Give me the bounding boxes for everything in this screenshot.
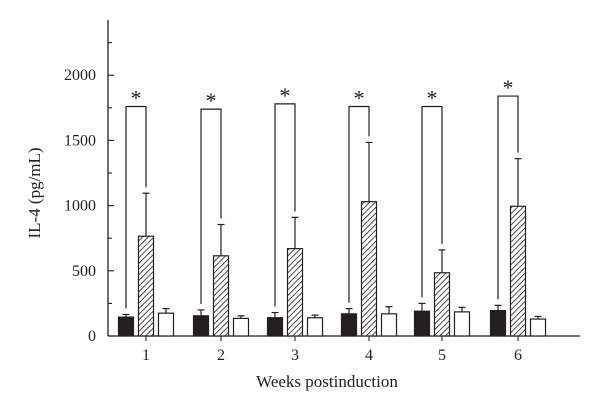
x-axis-title: Weeks postinduction bbox=[256, 372, 398, 391]
bar bbox=[192, 315, 210, 337]
bar bbox=[380, 313, 398, 337]
axes bbox=[107, 20, 580, 341]
bar bbox=[529, 318, 547, 337]
significance-star: * bbox=[280, 83, 291, 108]
x-tick-label: 5 bbox=[438, 347, 446, 364]
bar bbox=[453, 311, 471, 337]
bar bbox=[509, 205, 527, 337]
bars-layer bbox=[117, 141, 547, 337]
bar bbox=[232, 317, 250, 337]
bar bbox=[360, 201, 378, 337]
bar bbox=[433, 272, 451, 337]
x-tick-label: 1 bbox=[142, 347, 150, 364]
significance-bracket bbox=[200, 108, 222, 304]
bar bbox=[413, 310, 431, 337]
x-tick-label: 6 bbox=[514, 347, 522, 364]
significance-bracket bbox=[125, 105, 147, 309]
labels-layer: 0 500 1000 1500 2000 1 2 3 4 5 6 Weeks postinductio… bbox=[25, 67, 522, 391]
significance-bracket bbox=[421, 105, 443, 298]
significance-star: * bbox=[503, 75, 514, 100]
bar bbox=[286, 248, 304, 337]
bar bbox=[266, 317, 284, 337]
bar bbox=[306, 317, 324, 337]
bar bbox=[340, 313, 358, 337]
x-tick-label: 2 bbox=[217, 347, 225, 364]
bar bbox=[212, 255, 230, 337]
bar bbox=[137, 235, 155, 337]
significance-star: * bbox=[354, 85, 365, 110]
bar bbox=[117, 316, 135, 337]
y-tick-label: 500 bbox=[72, 263, 96, 280]
significance-bracket bbox=[274, 103, 296, 307]
y-tick-label: 2000 bbox=[64, 67, 96, 84]
y-tick-label: 1000 bbox=[64, 198, 96, 215]
significance-star: * bbox=[206, 88, 217, 113]
significance-bracket bbox=[348, 105, 370, 303]
y-tick-label: 0 bbox=[88, 328, 96, 345]
significance-bracket bbox=[497, 95, 519, 300]
y-axis-title: IL-4 (pg/mL) bbox=[25, 147, 44, 238]
x-tick-label: 4 bbox=[365, 347, 373, 364]
significance-layer bbox=[125, 95, 519, 309]
significance-star: * bbox=[427, 85, 438, 110]
bar bbox=[489, 309, 507, 337]
y-tick-label: 1500 bbox=[64, 132, 96, 149]
bar bbox=[157, 312, 175, 337]
x-tick-label: 3 bbox=[291, 347, 299, 364]
significance-star: * bbox=[131, 85, 142, 110]
